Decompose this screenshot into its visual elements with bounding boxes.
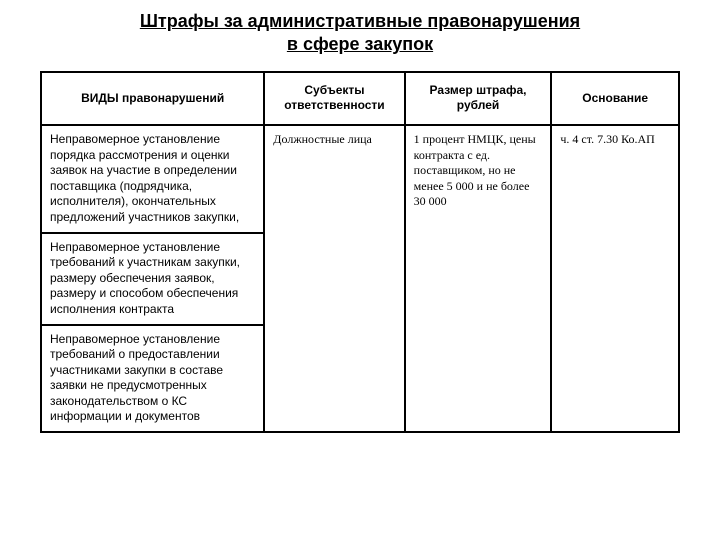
- header-basis: Основание: [551, 72, 679, 125]
- title-line-2: в сфере закупок: [287, 34, 433, 54]
- cell-subject: Должностные лица: [264, 125, 404, 432]
- title-line-1: Штрафы за административные правонарушени…: [140, 11, 580, 31]
- cell-basis: ч. 4 ст. 7.30 Ко.АП: [551, 125, 679, 432]
- table-header-row: ВИДЫ правонарушений Субъекты ответственн…: [41, 72, 679, 125]
- table-row: Неправомерное установление порядка рассм…: [41, 125, 679, 233]
- page-title: Штрафы за административные правонарушени…: [40, 10, 680, 57]
- cell-violation-3: Неправомерное установление требований о …: [41, 325, 264, 433]
- fines-table: ВИДЫ правонарушений Субъекты ответственн…: [40, 71, 680, 433]
- header-subjects: Субъекты ответственности: [264, 72, 404, 125]
- header-fine: Размер штрафа, рублей: [405, 72, 552, 125]
- cell-violation-2: Неправомерное установление требований к …: [41, 233, 264, 325]
- cell-violation-1: Неправомерное установление порядка рассм…: [41, 125, 264, 233]
- page-container: Штрафы за административные правонарушени…: [0, 0, 720, 453]
- cell-fine: 1 процент НМЦК, цены контракта с ед. пос…: [405, 125, 552, 432]
- header-violations: ВИДЫ правонарушений: [41, 72, 264, 125]
